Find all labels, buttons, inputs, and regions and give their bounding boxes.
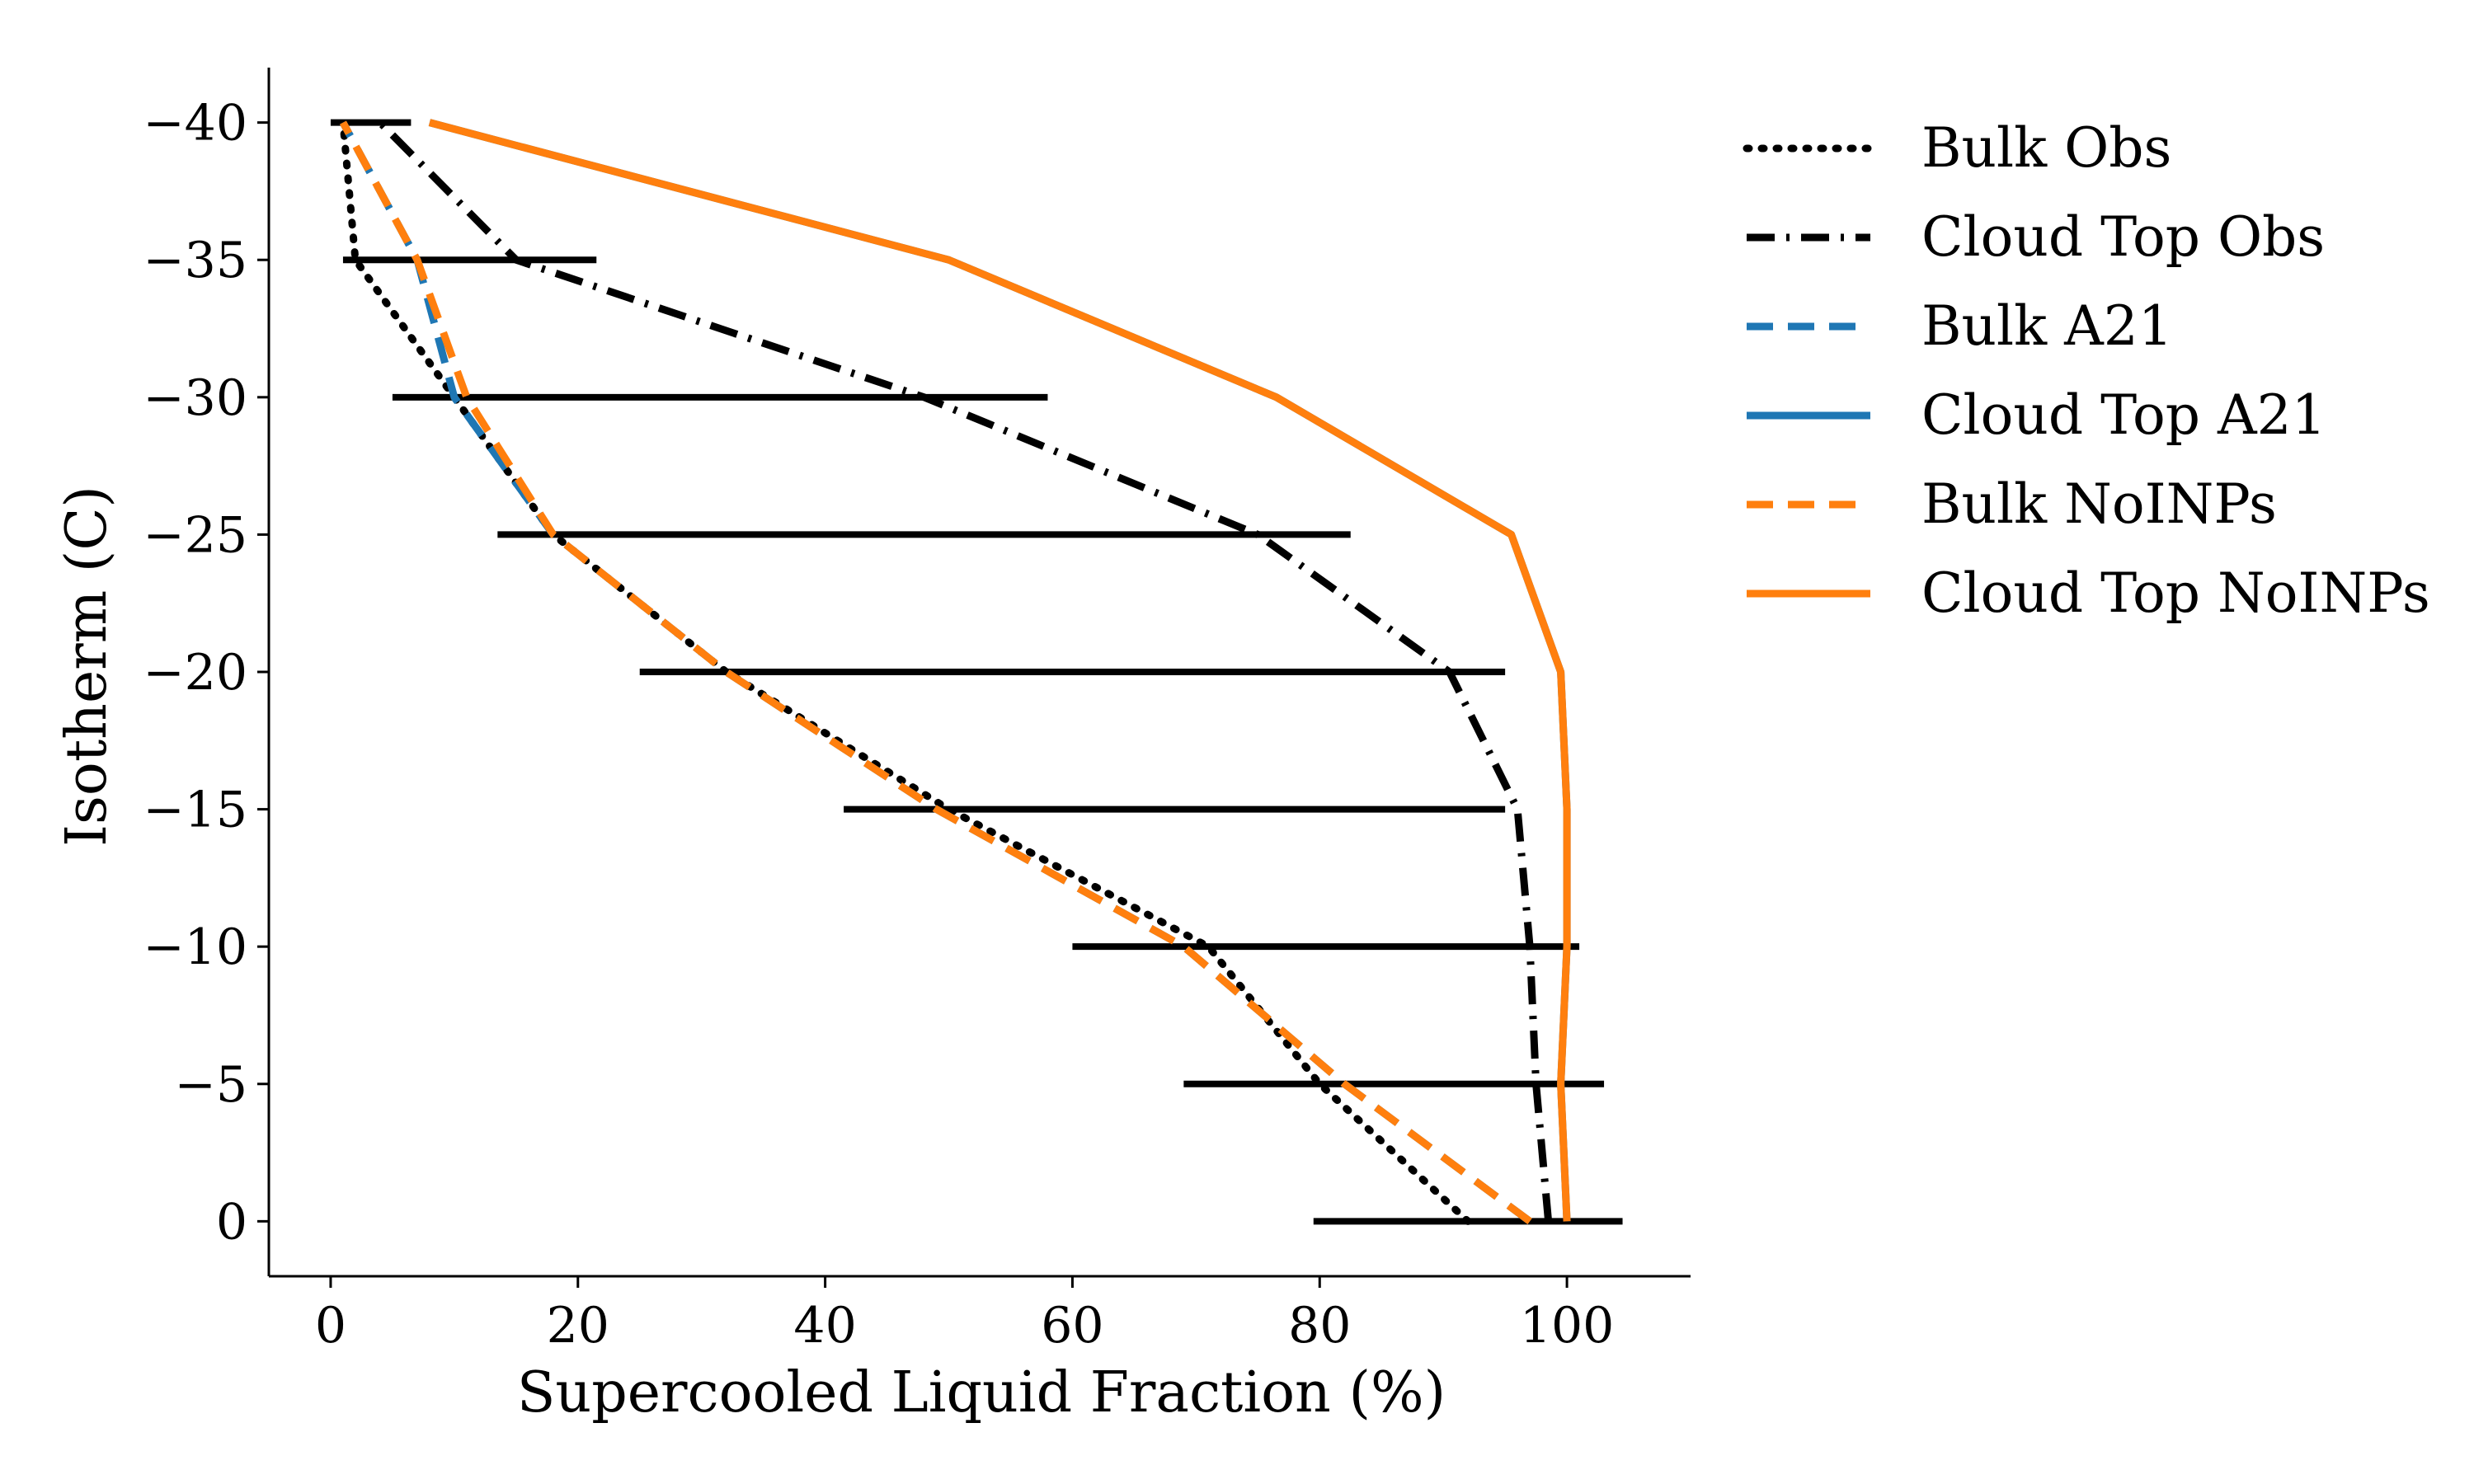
series-line-4: [339, 120, 1532, 1224]
legend-label-3: Cloud Top A21: [1921, 383, 2326, 447]
y-tick-label-8: −40: [143, 95, 247, 153]
legend-label-1: Cloud Top Obs: [1921, 205, 2325, 269]
x-tick-label-5: 100: [1520, 1297, 1615, 1355]
series-line-5: [428, 119, 1571, 1222]
y-tick-label-2: −10: [143, 918, 247, 976]
legend-label-0: Bulk Obs: [1921, 116, 2171, 180]
y-tick-label-0: 0: [216, 1193, 247, 1251]
x-axis-label: Supercooled Liquid Fraction (%): [517, 1360, 1446, 1425]
x-tick-label-2: 40: [793, 1297, 856, 1355]
series-line-0: [339, 119, 1472, 1225]
legend-label-5: Cloud Top NoINPs: [1921, 561, 2430, 625]
x-tick-label-4: 80: [1288, 1297, 1351, 1355]
y-tick-label-5: −25: [143, 506, 247, 564]
y-tick-label-4: −20: [143, 644, 247, 702]
error-bars: [330, 119, 1623, 1225]
x-tick-label-0: 0: [315, 1297, 346, 1355]
y-tick-label-3: −15: [143, 782, 247, 839]
legend-label-2: Bulk A21: [1921, 294, 2173, 358]
series-line-1: [377, 120, 1553, 1222]
y-tick-label-1: −5: [175, 1056, 247, 1114]
axes: 0 20 40 60 80 100 0 −5 −10 −15 −20 −25 −30 −35 −40: [143, 68, 1691, 1355]
y-tick-label-6: −30: [143, 369, 247, 427]
y-axis-label: Isotherm (C): [54, 486, 120, 847]
x-tick-label-1: 20: [547, 1297, 609, 1355]
series-lines: [339, 119, 1571, 1225]
x-tick-label-3: 60: [1041, 1297, 1103, 1355]
y-tick-label-7: −35: [143, 232, 247, 289]
legend-label-4: Bulk NoINPs: [1921, 472, 2277, 536]
legend: Bulk Obs Cloud Top Obs Bulk A21 Cloud Top A…: [1743, 116, 2430, 625]
